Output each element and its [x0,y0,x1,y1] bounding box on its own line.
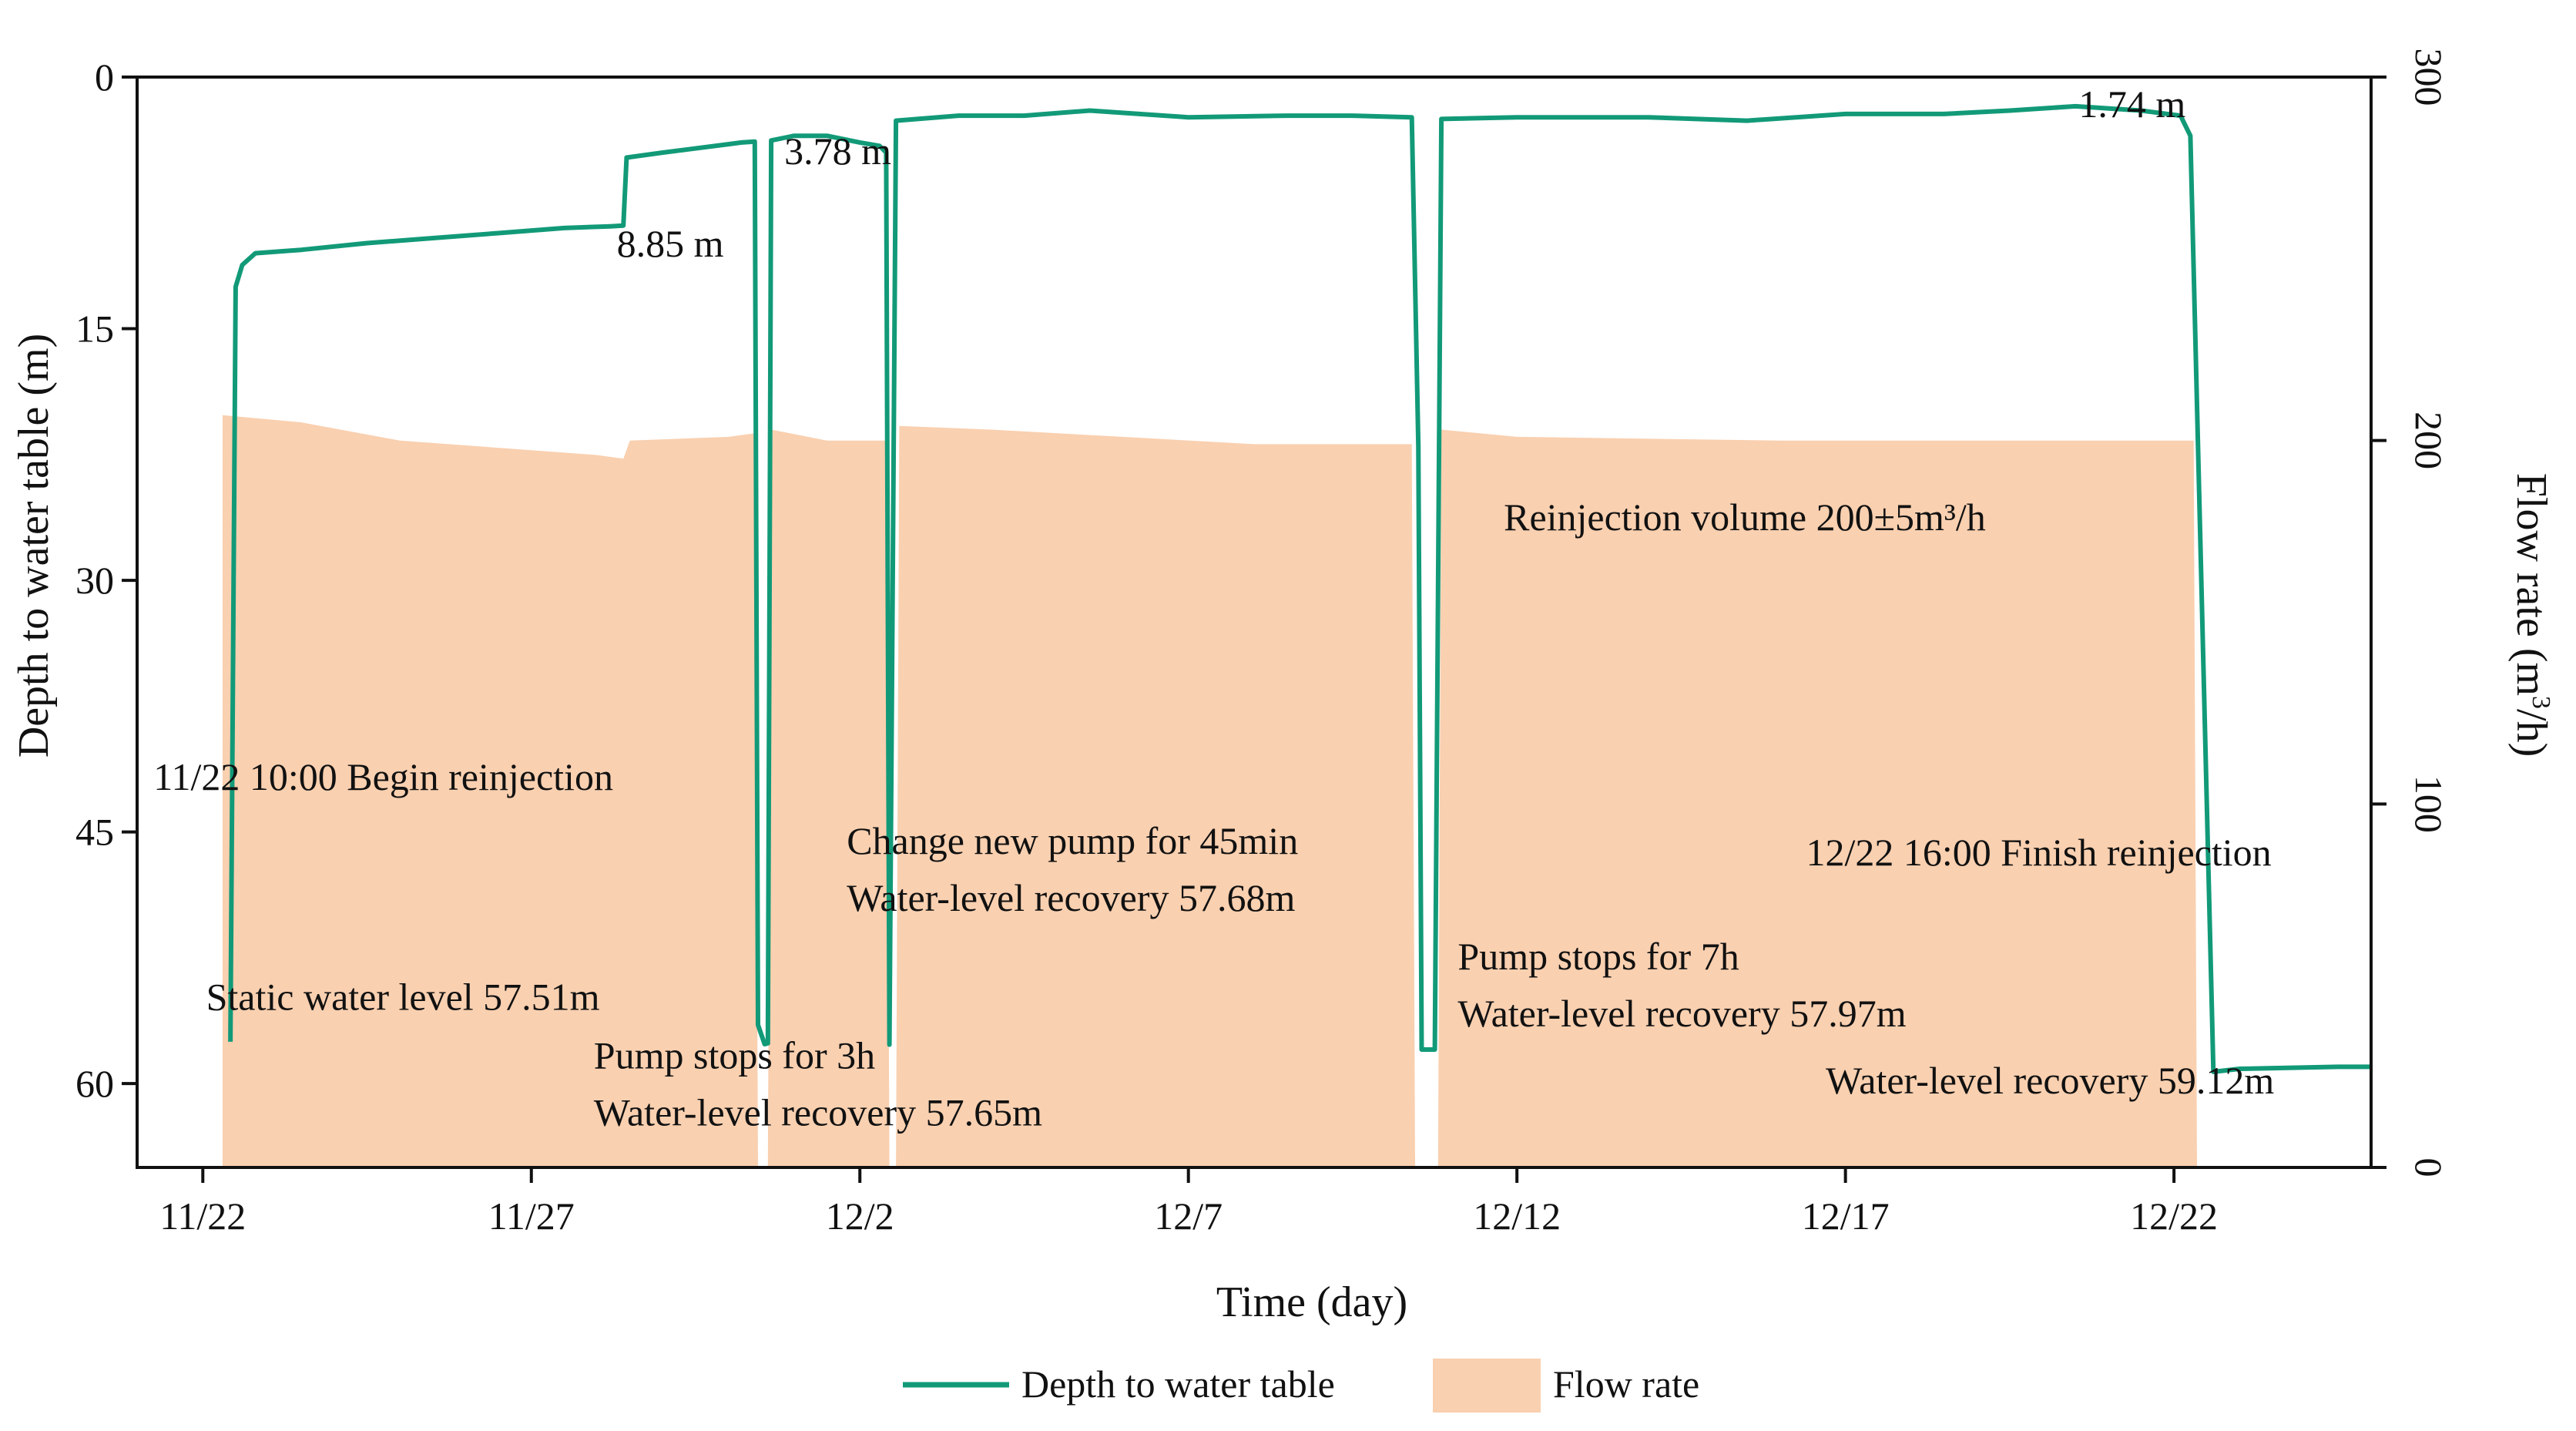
legend: Depth to water table Flow rate [903,1359,1699,1413]
flow-rate-layer [222,415,2198,1167]
legend-label-flow: Flow rate [1553,1362,1699,1406]
depth-series-line [228,103,2371,1074]
y-left-tick-label: 30 [75,559,114,602]
y-right-tick-label: 300 [2407,49,2450,106]
annotation-text: 3.78 m [784,129,891,173]
annotation-text: Static water level 57.51m [206,975,600,1018]
annotation-text: Change new pump for 45min [847,819,1298,862]
annotation-text: Water-level recovery 57.97m [1457,992,1906,1035]
plot-frame [136,76,2373,1169]
annotation-text: Reinjection volume 200±5m³/h [1504,495,1986,539]
axes-layer: 11/22 11/27 12/2 12/7 12/12 12/17 12/22 0 15 30 45… [75,49,2450,1238]
annotation-text: 8.85 m [617,222,724,265]
y-axis-right-title-sup: 3 [2527,696,2555,709]
annotation-text: 1.74 m [2078,82,2185,126]
y-right-tick-label: 200 [2407,411,2450,469]
annotation-layer: 8.85 m 3.78 m 1.74 m Reinjection volume 200… [153,82,2274,1134]
y-left-tick-label: 0 [95,55,114,99]
y-left-tick-label: 45 [75,811,114,854]
y-left-tick-label: 15 [75,307,114,351]
y-right-tick-label: 0 [2407,1158,2450,1177]
annotation-text: Pump stops for 7h [1457,935,1739,978]
y-left-tick-label: 60 [75,1062,114,1105]
annotation-text: Water-level recovery 57.68m [847,876,1295,919]
annotation-text: Pump stops for 3h [594,1034,875,1077]
legend-label-depth: Depth to water table [1021,1362,1335,1406]
x-tick-label: 12/12 [1473,1194,1561,1238]
x-tick-label: 11/22 [159,1194,246,1238]
y-axis-right-title-prefix: Flow rate (m [2507,473,2555,696]
x-tick-label: 12/2 [826,1194,894,1238]
annotation-text: 12/22 16:00 Finish reinjection [1806,831,2272,874]
annotation-text: 11/22 10:00 Begin reinjection [153,755,613,798]
flow-rate-area [222,415,2198,1167]
y-axis-left-title: Depth to water table (m) [10,334,58,757]
x-tick-label: 12/22 [2130,1194,2218,1238]
y-axis-right-title-suffix: /h) [2507,709,2555,757]
annotation-text: Water-level recovery 57.65m [594,1091,1042,1134]
y-axis-right-title: Flow rate (m3/h) [2507,473,2555,757]
x-tick-label: 12/17 [1802,1194,1890,1238]
depth-line-layer [228,103,2371,1074]
x-tick-label: 11/27 [488,1194,575,1238]
y-right-tick-label: 100 [2407,775,2450,833]
annotation-text: Water-level recovery 59.12m [1826,1059,2274,1102]
legend-patch-swatch [1433,1359,1541,1413]
x-axis-title: Time (day) [1216,1278,1407,1326]
x-tick-label: 12/7 [1154,1194,1223,1238]
